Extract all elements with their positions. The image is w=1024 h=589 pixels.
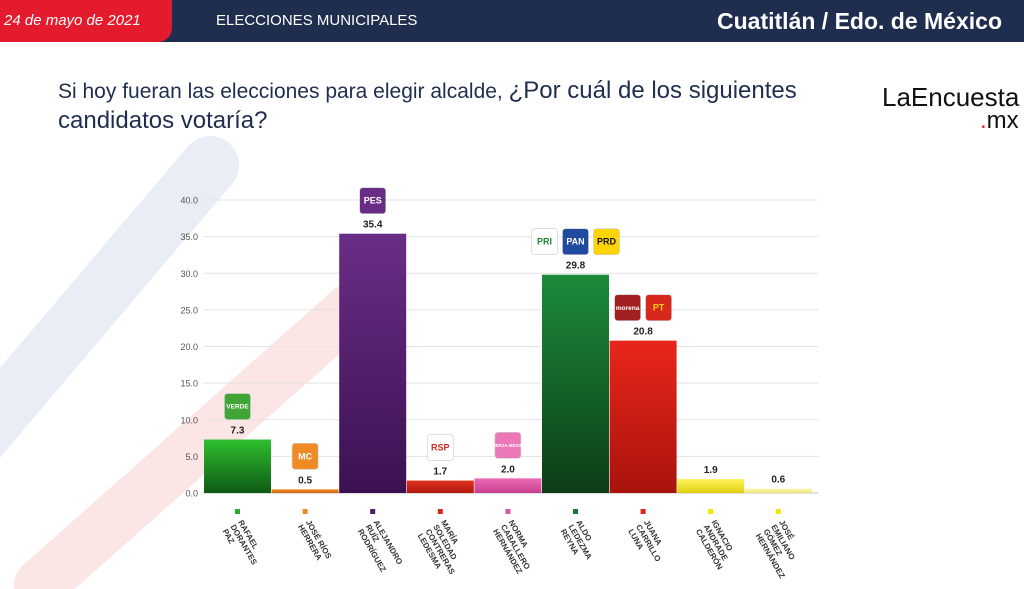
party-logo-box [593,228,620,256]
party-logo-pri: PRI [531,228,558,256]
party-logo-pes: PES [359,187,387,214]
y-tick-label: 35.0 [180,232,198,242]
party-logo-prd: PRD [593,228,620,256]
party-logo-text: VERDE [226,404,249,411]
category-label: JOSÉ RÍOSHERRERA [296,519,333,566]
bar [406,480,474,493]
party-logo-pan: PAN [562,228,589,256]
party-logo-text: PRD [597,237,617,247]
question-part2: ¿Por cuál de los siguientes candidatos v… [58,77,797,134]
party-logo-fuerza-m-xico: FUERZA MÉXICO [489,432,527,459]
data-label: 20.8 [633,327,653,338]
decor-stripes [0,136,376,589]
bar [677,479,745,493]
data-label: 0.6 [771,475,785,486]
category-marker [573,509,578,514]
party-logo-text: PES [364,196,382,206]
bar [609,340,677,493]
party-logo-text: RSP [431,443,450,453]
category-label: IGNACIOANDRADECALDERÓN [694,519,740,572]
logo-suffix: .mx [980,107,1019,134]
party-logo-box [562,228,589,256]
category-label: JOSÉEMILIANOGÓMEZHERNÁNDEZ [754,519,810,581]
data-label: 29.8 [566,261,586,272]
category-label: JUANACARRILLOLUNA [626,519,670,568]
party-logo-morena: morena [614,294,641,321]
category-marker [302,509,308,514]
party-logo-text: PT [653,303,665,313]
party-logo-box [224,393,251,420]
party-logo-box [614,294,641,321]
party-logo-text: morena [616,305,640,312]
y-tick-label: 0.0 [185,489,198,499]
y-tick-label: 30.0 [180,269,198,279]
party-logo-box [359,187,387,214]
category-marker [640,509,646,514]
brand-logo: LaEncuesta .mx [882,82,1020,134]
category-marker [775,509,781,514]
date-badge: 24 de mayo de 2021 [0,0,172,42]
party-logo-mc: MC [291,443,319,470]
location-title: Cuatitlán / Edo. de México [717,8,1002,34]
y-tick-label: 15.0 [180,379,198,389]
party-logo-rsp: RSP [426,434,454,461]
bar [474,478,542,493]
question-text: Si hoy fueran las elecciones para elegir… [58,76,878,136]
question-part1: Si hoy fueran las elecciones para elegir… [58,80,509,103]
header-bar: 24 de mayo de 2021 ELECCIONES MUNICIPALE… [0,0,1024,42]
party-logo-text: PRI [537,237,552,247]
y-tick-label: 25.0 [180,305,198,315]
y-tick-label: 40.0 [180,196,198,206]
party-logo-pt: PT [645,294,672,321]
category-label: NORMACABALLEROHERNÁNDEZ [491,519,540,576]
party-logo-box [494,432,522,459]
data-label: 2.0 [501,464,515,475]
bar [271,489,339,493]
data-label: 1.9 [704,465,718,476]
category-marker [708,509,714,514]
party-logo-text: FUERZA MÉXICO [489,441,527,448]
category-label: RAFAELDORANTESPAZ [221,519,267,572]
category-marker [437,509,443,514]
data-label: 1.7 [433,467,447,478]
category-label: MARÍASOLEDADCONTRERASLEDESMA [416,519,473,581]
bar [744,488,812,493]
logo-main: LaEncuesta [882,82,1020,112]
data-label: 35.4 [363,220,383,231]
category-label: ALEJANDRORUÍZRODRÍGUEZ [356,519,404,576]
bar [204,439,271,493]
party-logo-box [426,434,454,461]
party-logo-text: PAN [566,237,584,247]
category-marker [505,509,511,514]
data-label: 0.5 [298,475,312,486]
party-logo-box [531,228,558,256]
category-label: ALDOLEDEZMAREYNA [559,519,602,566]
data-label: 7.3 [231,426,245,437]
party-logo-text: MC [298,451,312,461]
party-logo-verde: VERDE [224,393,251,420]
category-marker [370,509,376,514]
category-marker [235,509,240,514]
y-tick-label: 10.0 [180,415,198,425]
bar [542,274,609,493]
y-tick-label: 5.0 [185,452,198,462]
bar [339,233,407,493]
party-logo-box [645,294,672,321]
section-title: ELECCIONES MUNICIPALES [216,12,418,29]
party-logo-box [291,443,319,470]
y-tick-label: 20.0 [180,342,198,352]
